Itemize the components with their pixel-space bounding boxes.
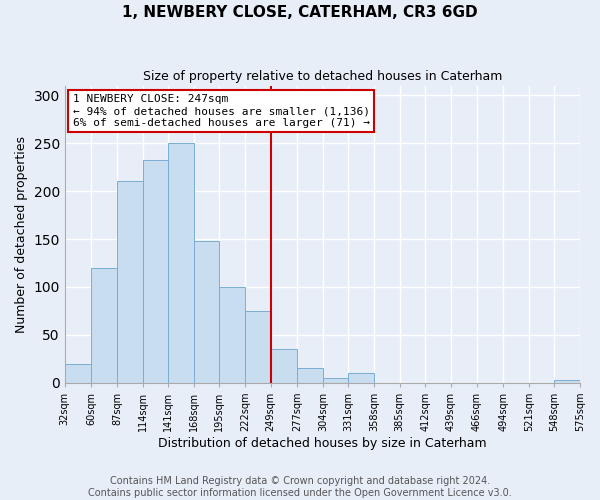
Bar <box>117 182 143 383</box>
Bar <box>91 268 117 383</box>
Bar <box>168 143 194 383</box>
Bar <box>65 364 91 383</box>
Text: 1 NEWBERY CLOSE: 247sqm
← 94% of detached houses are smaller (1,136)
6% of semi-: 1 NEWBERY CLOSE: 247sqm ← 94% of detache… <box>73 94 370 128</box>
Title: Size of property relative to detached houses in Caterham: Size of property relative to detached ho… <box>143 70 502 83</box>
Bar <box>271 350 297 383</box>
Bar <box>323 378 349 383</box>
Bar <box>143 160 168 383</box>
Y-axis label: Number of detached properties: Number of detached properties <box>15 136 28 332</box>
Bar <box>245 311 271 383</box>
Bar <box>220 287 245 383</box>
X-axis label: Distribution of detached houses by size in Caterham: Distribution of detached houses by size … <box>158 437 487 450</box>
Text: Contains HM Land Registry data © Crown copyright and database right 2024.
Contai: Contains HM Land Registry data © Crown c… <box>88 476 512 498</box>
Bar <box>349 374 374 383</box>
Bar <box>194 241 220 383</box>
Text: 1, NEWBERY CLOSE, CATERHAM, CR3 6GD: 1, NEWBERY CLOSE, CATERHAM, CR3 6GD <box>122 5 478 20</box>
Bar <box>297 368 323 383</box>
Bar <box>554 380 580 383</box>
